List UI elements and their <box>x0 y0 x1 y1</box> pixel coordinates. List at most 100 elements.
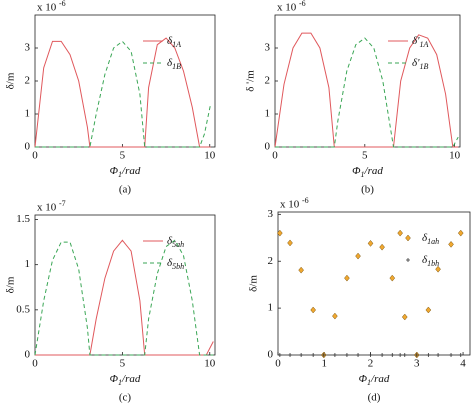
data-point <box>425 306 432 314</box>
x-tick-label: 2 <box>368 358 374 370</box>
y-tick-label: 0 <box>268 349 274 361</box>
x-tick-label: 0 <box>272 150 278 162</box>
data-point <box>356 353 361 357</box>
y-tick-label: 0 <box>265 141 271 153</box>
x-tick-label: 5 <box>362 150 368 162</box>
scale-base: x 10 <box>277 2 297 14</box>
y-tick-label: 2 <box>265 75 271 87</box>
y-tick-label: 1 <box>268 302 274 314</box>
data-point <box>277 353 282 357</box>
data-point <box>398 353 403 357</box>
legend-label: δ'1B <box>412 57 428 72</box>
panel-label: (c) <box>119 392 132 404</box>
y-axis-label: δ '/m <box>245 70 257 92</box>
plot-frame <box>34 14 216 148</box>
x-tick-label: 4 <box>460 358 466 370</box>
data-point <box>288 353 293 357</box>
legend-label: δ'1A <box>412 35 428 50</box>
scale-power: -6 <box>299 0 306 8</box>
y-tick-label: 2 <box>25 75 31 87</box>
y-tick-label: 2 <box>268 255 274 267</box>
scale-power: -7 <box>59 199 66 208</box>
data-point <box>414 353 419 357</box>
data-point <box>402 353 407 357</box>
x-axis-label: Φ1/rad <box>110 165 141 180</box>
y-tick-label: 1 <box>25 108 31 120</box>
data-point <box>457 229 464 237</box>
data-point <box>311 353 316 357</box>
x-tick-label: 1 <box>322 358 328 370</box>
data-point <box>321 353 326 357</box>
data-line <box>35 40 212 148</box>
plot-frame <box>277 211 471 356</box>
data-point <box>367 240 374 247</box>
x-tick-label: 10 <box>449 150 461 162</box>
data-point <box>436 353 441 357</box>
data-line <box>274 32 459 148</box>
data-point <box>299 353 304 357</box>
data-point <box>435 265 441 273</box>
legend-label: δ1bh <box>422 254 439 269</box>
data-point <box>458 353 463 357</box>
y-tick-label: 0 <box>25 141 31 153</box>
x-axis-label: Φ1/rad <box>110 373 141 388</box>
data-point <box>389 274 396 282</box>
legend-label: δ1B <box>167 57 181 72</box>
scale-base: x 10 <box>280 199 300 211</box>
data-point <box>368 353 373 357</box>
plot-frame <box>34 214 216 356</box>
data-point <box>332 353 337 357</box>
data-point <box>344 353 349 357</box>
y-tick-label: 1 <box>265 108 271 120</box>
data-point <box>277 229 283 237</box>
data-line <box>275 37 459 148</box>
x-tick-label: 0 <box>32 358 38 370</box>
x-tick-label: 0 <box>275 358 281 370</box>
data-point <box>332 312 338 320</box>
legend-swatch <box>406 258 410 262</box>
x-tick-label: 10 <box>204 150 216 162</box>
y-tick-label: 0.5 <box>16 303 30 315</box>
data-point <box>397 229 403 237</box>
y-tick-label: 3 <box>268 208 274 220</box>
plot-frame <box>274 14 461 148</box>
scale-power: -6 <box>59 0 66 8</box>
data-point <box>344 274 350 282</box>
y-tick-label: 3 <box>25 42 31 54</box>
data-point <box>448 240 454 248</box>
data-point <box>287 239 293 247</box>
y-tick-label: 1.5 <box>16 213 30 225</box>
scale-base: x 10 <box>37 202 57 214</box>
legend-swatch <box>405 234 411 242</box>
legend-label: δ1A <box>167 35 181 50</box>
y-tick-label: 0 <box>25 349 31 361</box>
data-point <box>355 252 361 260</box>
y-axis-label: δ/m <box>5 72 17 89</box>
scale-power: -6 <box>302 196 309 205</box>
x-axis-label: Φ1/rad <box>352 165 383 180</box>
y-axis-label: δ/m <box>5 276 17 293</box>
x-tick-label: 5 <box>120 150 126 162</box>
panel-label: (a) <box>119 184 132 196</box>
data-point <box>401 313 408 321</box>
y-axis-label: δ/m <box>248 275 260 292</box>
y-tick-label: 3 <box>265 42 271 54</box>
legend-label: δ5ah <box>167 235 184 250</box>
data-point <box>310 306 316 314</box>
x-tick-label: 3 <box>414 358 420 370</box>
legend-label: δ5bh <box>167 257 184 272</box>
panel-label: (d) <box>368 392 381 404</box>
y-tick-label: 1 <box>25 258 31 270</box>
x-tick-label: 10 <box>204 358 216 370</box>
data-line <box>35 239 214 356</box>
data-point <box>390 353 395 357</box>
x-axis-label: Φ1/rad <box>359 373 390 388</box>
data-point <box>298 266 304 274</box>
scale-base: x 10 <box>37 2 57 14</box>
data-point <box>426 353 431 357</box>
x-tick-label: 0 <box>32 150 38 162</box>
data-point <box>380 353 385 357</box>
x-tick-label: 5 <box>120 358 126 370</box>
legend-label: δ1ah <box>422 232 439 247</box>
